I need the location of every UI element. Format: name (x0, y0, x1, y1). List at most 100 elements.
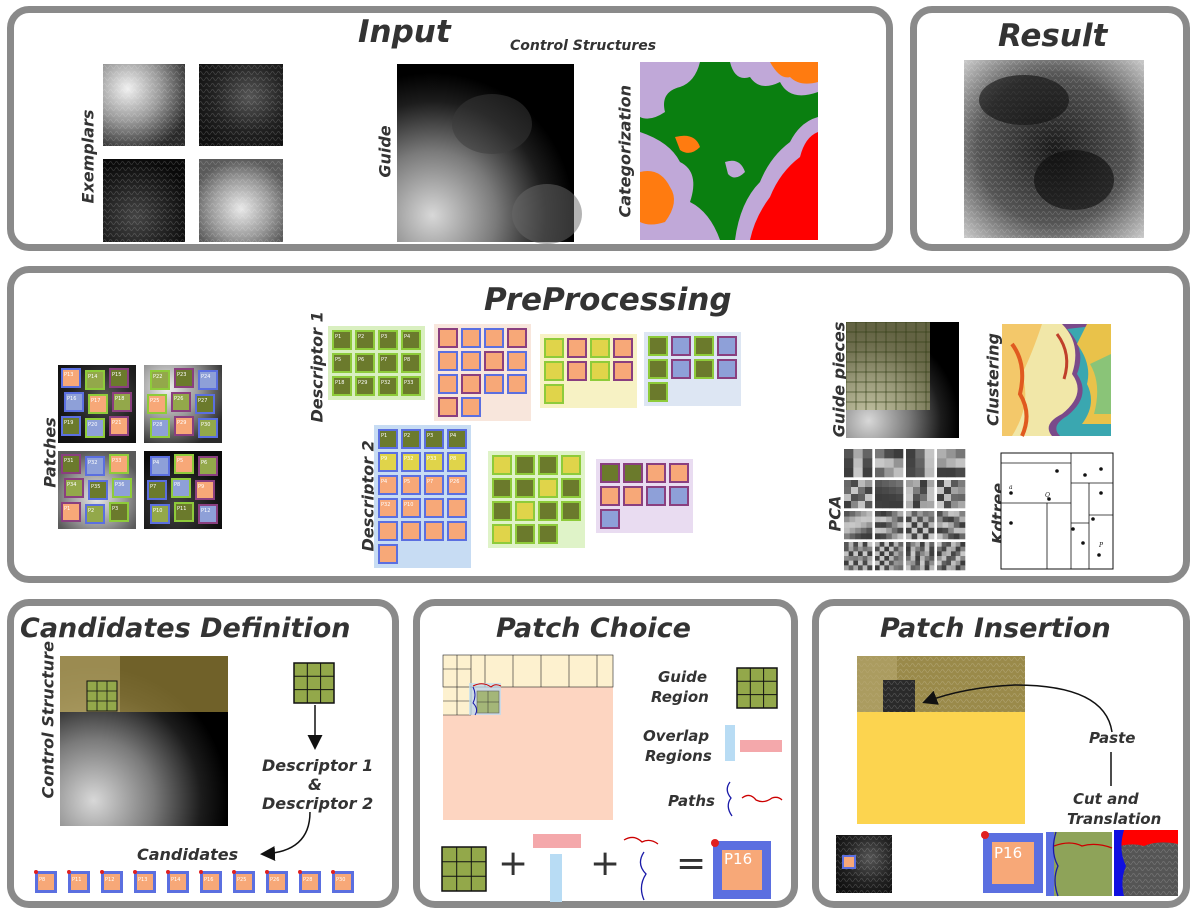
kdtree-point (1099, 491, 1103, 495)
patch-box-label: P12 (201, 508, 210, 514)
descriptor-patch (561, 501, 581, 521)
descriptor-patch-label: P5 (335, 357, 341, 363)
descriptor-patch: P2 (401, 429, 421, 449)
descriptor-patch-label: P18 (335, 380, 344, 386)
choice-result-patch: P16 (711, 839, 771, 899)
descriptor-patch-label: P2 (358, 334, 364, 340)
descriptor-patch-label: P32 (404, 456, 413, 462)
patch-box: P20 (85, 418, 105, 438)
descriptor-patch (484, 328, 504, 348)
descriptor-patch: P6 (355, 353, 375, 373)
insertion-thumbnail (836, 835, 892, 893)
descriptor-patch: P33 (424, 452, 444, 472)
guide-label: Guide (375, 125, 395, 178)
guide-region-label-2: Region (651, 688, 709, 706)
candidate-patch-label: P14 (171, 877, 180, 883)
descriptor-line1: Descriptor 1 (262, 756, 374, 775)
patch-box-label: P27 (198, 398, 207, 404)
patch-box: P23 (174, 368, 194, 388)
descriptor-patch (623, 486, 643, 506)
descriptor-patch (646, 486, 666, 506)
patch-box: P36 (112, 478, 132, 498)
candidate-patch: P25 (232, 870, 255, 893)
descriptor-patch (438, 374, 458, 394)
descriptor-patch-label: P7 (381, 357, 387, 363)
patch-box: P6 (198, 456, 218, 476)
patch-box-label: P20 (88, 422, 97, 428)
pca-component (844, 449, 873, 478)
descriptor-patch (515, 478, 535, 498)
patch-box-label: P33 (112, 458, 121, 464)
patch-box-label: P18 (115, 396, 124, 402)
result-image (964, 60, 1144, 238)
insertion-patch-label: P16 (994, 844, 1022, 862)
descriptor-patch (694, 359, 714, 379)
cut-label-2: Translation (1067, 810, 1162, 828)
patch-box: P28 (150, 418, 170, 438)
patch-box-label: P36 (115, 482, 124, 488)
pca-component (875, 511, 904, 540)
candidate-patch-label: P16 (204, 877, 213, 883)
guide-image (397, 64, 582, 244)
descriptor-patch (694, 336, 714, 356)
patch-box: P10 (150, 504, 170, 524)
pca-component (906, 542, 935, 571)
descriptor-patch (438, 397, 458, 417)
descriptor-patch (544, 338, 564, 358)
descriptor-patch (447, 521, 467, 541)
candidates-control-image (60, 656, 228, 826)
exemplars-label: Exemplars (78, 109, 98, 204)
descriptor-patch-label: P4 (450, 433, 456, 439)
patch-box: P17 (88, 394, 108, 414)
descriptor-patch: P29 (355, 376, 375, 396)
desc1-group-blue (644, 332, 741, 406)
kdtree-point (1009, 521, 1013, 525)
pca-component (906, 480, 935, 509)
descriptor-patch (538, 455, 558, 475)
preprocessing-title: PreProcessing (484, 282, 732, 318)
kdtree-point (1091, 517, 1095, 521)
descriptor-patch (438, 351, 458, 371)
patch-box-label: P8 (174, 482, 180, 488)
descriptor-patch-label: P8 (404, 357, 410, 363)
control-structures-label: Control Structures (510, 38, 657, 54)
patch-box: P27 (195, 394, 215, 414)
kdtree-point (1099, 467, 1103, 471)
patch-box: P25 (147, 394, 167, 414)
overlap-label-1: Overlap (643, 727, 710, 745)
descriptor-patch-label: P26 (450, 479, 459, 485)
patch-box-label: P25 (150, 398, 159, 404)
overlap-regions-icon (725, 725, 782, 761)
patch-box-label: P5 (177, 458, 183, 464)
descriptor-patch: P1 (332, 330, 352, 350)
patch-box-label: P19 (64, 420, 73, 426)
patch-box-label: P16 (67, 396, 76, 402)
categorization-label: Categorization (615, 85, 635, 218)
descriptor-patch (648, 359, 668, 379)
descriptor-patch-label: P29 (358, 380, 367, 386)
pca-component (906, 449, 935, 478)
descriptor-patch (461, 374, 481, 394)
patch-box: P33 (109, 454, 129, 474)
patch-box-label: P11 (177, 506, 186, 512)
candidate-guide-grid (86, 680, 118, 712)
patch-box: P12 (198, 504, 218, 524)
patch-box-label: P15 (112, 372, 121, 378)
patch-box-label: P9 (198, 484, 204, 490)
paths-icon (726, 781, 783, 817)
desc1-group-yellow (540, 334, 637, 408)
patch-box-label: P35 (91, 484, 100, 490)
descriptor-patch-label: P32 (381, 380, 390, 386)
insertion-canvas (857, 656, 1025, 824)
patch-box: P11 (174, 502, 194, 522)
pca-component (937, 542, 966, 571)
patch-box-label: P7 (150, 484, 156, 490)
cut-label-1: Cut and (1073, 790, 1139, 808)
desc2-group-blue: P1 P2 P3 P4 P9 P32 P33 P8 P4 P5 P7 P26 P32 P10 (374, 425, 471, 568)
descriptor-patch: P8 (401, 353, 421, 373)
descriptor-patch (438, 328, 458, 348)
descriptor1-figure: P1 P2 P3 P4 P5 P6 P7 P8 P18 P29 P32 P33 (328, 324, 741, 421)
candidate-patch: P8 (34, 870, 57, 893)
descriptor-patch (424, 521, 444, 541)
descriptor-patch: P32 (378, 498, 398, 518)
